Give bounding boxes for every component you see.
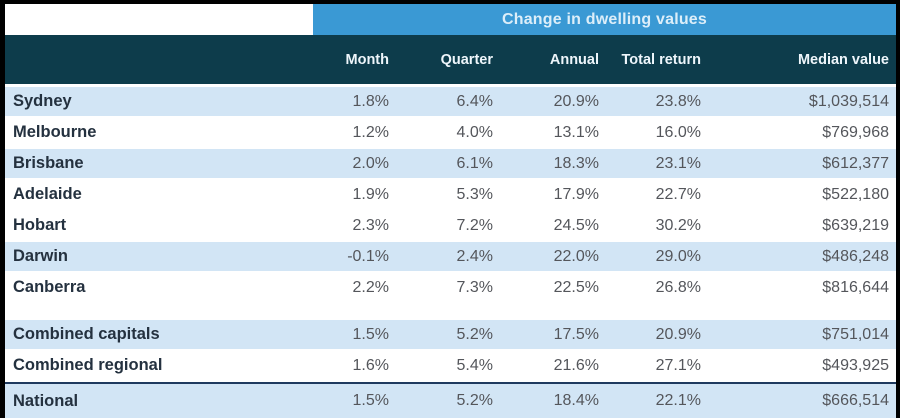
cell-quarter: 5.4% (456, 356, 493, 374)
table-row: Darwin -0.1% 2.4% 22.0% 29.0% $486,248 (5, 242, 896, 273)
cell-month: 1.5% (352, 325, 389, 343)
row-label: Sydney (13, 92, 72, 110)
table-row: Canberra 2.2% 7.3% 22.5% 26.8% $816,644 (5, 273, 896, 304)
cell-annual: 13.1% (553, 123, 599, 141)
cell-total-return: 27.1% (655, 356, 701, 374)
table-title-cell: Change in dwelling values (313, 4, 896, 35)
cell-median-value: $666,514 (822, 392, 889, 409)
table-row: Melbourne 1.2% 4.0% 13.1% 16.0% $769,968 (5, 118, 896, 149)
row-label: Canberra (13, 278, 86, 296)
section-spacer (5, 304, 896, 320)
cell-annual: 18.4% (553, 392, 599, 409)
cell-median-value: $522,180 (822, 185, 889, 203)
cell-total-return: 29.0% (655, 247, 701, 265)
cell-total-return: 20.9% (655, 325, 701, 343)
cell-month: 2.0% (352, 154, 389, 172)
cell-total-return: 23.8% (655, 92, 701, 110)
cell-month: -0.1% (347, 247, 389, 265)
row-label: Melbourne (13, 123, 97, 141)
row-label: National (13, 391, 79, 410)
table-row: Combined regional 1.6% 5.4% 21.6% 27.1% $493,… (5, 351, 896, 382)
cell-quarter: 4.0% (456, 123, 493, 141)
table-body: Sydney 1.8% 6.4% 20.9% 23.8% $1,039,514 Melbou… (5, 87, 896, 418)
cell-median-value: $816,644 (822, 278, 889, 296)
cell-quarter: 2.4% (456, 247, 493, 265)
column-header-median-value: Median value (797, 51, 889, 68)
table-row: Adelaide 1.9% 5.3% 17.9% 22.7% $522,180 (5, 180, 896, 211)
cell-annual: 17.5% (553, 325, 599, 343)
table-row: National 1.5% 5.2% 18.4% 22.1% $666,514 (5, 384, 896, 418)
cell-month: 1.2% (352, 123, 389, 141)
cell-month: 2.2% (352, 278, 389, 296)
cell-annual: 18.3% (553, 154, 599, 172)
table-row: Sydney 1.8% 6.4% 20.9% 23.8% $1,039,514 (5, 87, 896, 118)
title-band: Change in dwelling values (5, 4, 896, 35)
cell-annual: 21.6% (553, 356, 599, 374)
table-row: Hobart 2.3% 7.2% 24.5% 30.2% $639,219 (5, 211, 896, 242)
cell-quarter: 7.3% (456, 278, 493, 296)
cell-total-return: 26.8% (655, 278, 701, 296)
cell-total-return: 23.1% (655, 154, 701, 172)
cell-quarter: 7.2% (456, 216, 493, 234)
cell-total-return: 16.0% (655, 123, 701, 141)
cell-quarter: 6.4% (456, 92, 493, 110)
cell-month: 1.5% (352, 392, 389, 409)
column-header-row: Month Quarter Annual Total return Median… (5, 35, 896, 87)
cell-month: 1.9% (352, 185, 389, 203)
column-header-month: Month (345, 51, 389, 68)
column-header-annual: Annual (549, 51, 599, 68)
cell-median-value: $1,039,514 (808, 92, 889, 110)
column-header-quarter: Quarter (440, 51, 493, 68)
cell-median-value: $751,014 (822, 325, 889, 343)
cell-quarter: 5.2% (456, 325, 493, 343)
cell-month: 2.3% (352, 216, 389, 234)
cell-total-return: 22.1% (655, 392, 701, 409)
cell-annual: 22.0% (553, 247, 599, 265)
table-title: Change in dwelling values (501, 10, 708, 28)
cell-annual: 24.5% (553, 216, 599, 234)
cell-total-return: 22.7% (655, 185, 701, 203)
row-label: Darwin (13, 247, 69, 265)
row-label: Combined capitals (13, 325, 160, 343)
cell-median-value: $612,377 (822, 154, 889, 172)
cell-median-value: $493,925 (822, 356, 889, 374)
cell-month: 1.8% (352, 92, 389, 110)
row-label: Adelaide (13, 185, 82, 203)
table-row: Combined capitals 1.5% 5.2% 17.5% 20.9% $751,… (5, 320, 896, 351)
cell-annual: 22.5% (553, 278, 599, 296)
cell-quarter: 6.1% (456, 154, 493, 172)
cell-median-value: $639,219 (822, 216, 889, 234)
cell-annual: 17.9% (553, 185, 599, 203)
cell-median-value: $769,968 (822, 123, 889, 141)
title-spacer (5, 4, 313, 35)
row-label: Brisbane (13, 154, 84, 172)
cell-annual: 20.9% (553, 92, 599, 110)
national-divider-line (5, 382, 896, 384)
cell-total-return: 30.2% (655, 216, 701, 234)
column-header-total-return: Total return (621, 51, 701, 68)
row-label: Hobart (13, 216, 67, 234)
table-row: Brisbane 2.0% 6.1% 18.3% 23.1% $612,377 (5, 149, 896, 180)
row-label: Combined regional (13, 356, 163, 374)
cell-quarter: 5.3% (456, 185, 493, 203)
cell-median-value: $486,248 (822, 247, 889, 265)
cell-quarter: 5.2% (456, 392, 493, 409)
cell-month: 1.6% (352, 356, 389, 374)
